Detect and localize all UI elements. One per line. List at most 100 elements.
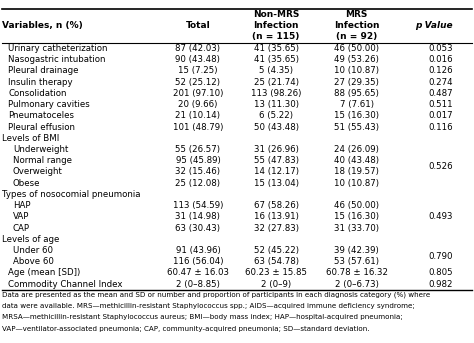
Text: 32 (15.46): 32 (15.46) [175, 167, 220, 176]
Text: Types of nosocomial pneumonia: Types of nosocomial pneumonia [2, 190, 141, 199]
Text: 31 (14.98): 31 (14.98) [175, 212, 220, 221]
Text: Pneumatoceles: Pneumatoceles [8, 111, 74, 120]
Text: 7 (7.61): 7 (7.61) [340, 100, 374, 109]
Text: 0.016: 0.016 [428, 55, 453, 64]
Text: 49 (53.26): 49 (53.26) [334, 55, 379, 64]
Text: Total: Total [185, 21, 210, 30]
Text: 52 (45.22): 52 (45.22) [254, 246, 299, 255]
Text: 2 (0–9): 2 (0–9) [261, 280, 291, 289]
Text: 0.805: 0.805 [428, 269, 453, 277]
Text: 95 (45.89): 95 (45.89) [175, 156, 220, 165]
Text: 88 (95.65): 88 (95.65) [334, 89, 379, 98]
Text: 113 (98.26): 113 (98.26) [251, 89, 301, 98]
Text: Age (mean [SD]): Age (mean [SD]) [8, 269, 80, 277]
Bar [396, 245, 457, 256]
Text: 41 (35.65): 41 (35.65) [254, 44, 299, 53]
Text: Non-MRS
Infection
(n = 115): Non-MRS Infection (n = 115) [253, 10, 300, 41]
Text: 0.487: 0.487 [428, 89, 453, 98]
Text: Levels of BMI: Levels of BMI [2, 134, 60, 143]
Text: 60.47 ± 16.03: 60.47 ± 16.03 [167, 269, 229, 277]
Text: 32 (27.83): 32 (27.83) [254, 224, 299, 233]
Text: Insulin therapy: Insulin therapy [8, 78, 73, 87]
Text: 15 (16.30): 15 (16.30) [334, 212, 379, 221]
Text: 116 (56.04): 116 (56.04) [173, 257, 223, 266]
Text: Pleural effusion: Pleural effusion [8, 122, 75, 132]
Text: 0.790: 0.790 [428, 252, 453, 261]
Text: 0.493: 0.493 [428, 212, 453, 221]
Text: Consolidation: Consolidation [8, 89, 66, 98]
Text: HAP: HAP [13, 201, 30, 210]
Text: 16 (13.91): 16 (13.91) [254, 212, 299, 221]
Text: Normal range: Normal range [13, 156, 72, 165]
Text: 90 (43.48): 90 (43.48) [175, 55, 220, 64]
Text: 25 (12.08): 25 (12.08) [175, 179, 220, 188]
Bar [396, 144, 457, 155]
Text: 31 (33.70): 31 (33.70) [334, 224, 379, 233]
Text: 31 (26.96): 31 (26.96) [254, 145, 299, 154]
Text: Overweight: Overweight [13, 167, 63, 176]
Text: Underweight: Underweight [13, 145, 68, 154]
Text: 13 (11.30): 13 (11.30) [254, 100, 299, 109]
Text: 25 (21.74): 25 (21.74) [254, 78, 299, 87]
Text: 0.116: 0.116 [428, 122, 453, 132]
Text: 60.78 ± 16.32: 60.78 ± 16.32 [326, 269, 388, 277]
Text: 55 (47.83): 55 (47.83) [254, 156, 299, 165]
Text: 101 (48.79): 101 (48.79) [173, 122, 223, 132]
Text: Commodity Channel Index: Commodity Channel Index [8, 280, 123, 289]
Text: 20 (9.66): 20 (9.66) [178, 100, 218, 109]
Text: 10 (10.87): 10 (10.87) [334, 67, 379, 75]
Bar [396, 256, 457, 268]
Text: VAP: VAP [13, 212, 29, 221]
Text: 2 (0–8.85): 2 (0–8.85) [176, 280, 220, 289]
Text: Obese: Obese [13, 179, 40, 188]
Text: 39 (42.39): 39 (42.39) [334, 246, 379, 255]
Text: 24 (26.09): 24 (26.09) [334, 145, 379, 154]
Text: 2 (0–6.73): 2 (0–6.73) [335, 280, 379, 289]
Text: 67 (58.26): 67 (58.26) [254, 201, 299, 210]
Text: 50 (43.48): 50 (43.48) [254, 122, 299, 132]
Text: 60.23 ± 15.85: 60.23 ± 15.85 [245, 269, 307, 277]
Text: Under 60: Under 60 [13, 246, 53, 255]
Text: 41 (35.65): 41 (35.65) [254, 55, 299, 64]
Text: 113 (54.59): 113 (54.59) [173, 201, 223, 210]
Text: Levels of age: Levels of age [2, 235, 60, 244]
Bar [396, 211, 457, 223]
Bar [396, 223, 457, 234]
Text: 63 (30.43): 63 (30.43) [175, 224, 220, 233]
Text: p Value: p Value [415, 21, 453, 30]
Text: 53 (57.61): 53 (57.61) [334, 257, 379, 266]
Bar [396, 200, 457, 211]
Text: data were available. MRS—methicillin-resistant Staphylococcus spp.; AIDS—acquire: data were available. MRS—methicillin-res… [2, 303, 415, 309]
Text: MRSA—methicillin-resistant Staphylococcus aureus; BMI—body mass index; HAP—hospi: MRSA—methicillin-resistant Staphylococcu… [2, 314, 403, 320]
Text: 55 (26.57): 55 (26.57) [175, 145, 220, 154]
Text: Above 60: Above 60 [13, 257, 54, 266]
Text: Nasogastric intubation: Nasogastric intubation [8, 55, 106, 64]
Text: 21 (10.14): 21 (10.14) [175, 111, 220, 120]
Text: 201 (97.10): 201 (97.10) [173, 89, 223, 98]
Text: 40 (43.48): 40 (43.48) [334, 156, 379, 165]
Text: CAP: CAP [13, 224, 30, 233]
Text: 0.982: 0.982 [428, 280, 453, 289]
Text: 15 (7.25): 15 (7.25) [178, 67, 218, 75]
Text: Data are presented as the mean and SD or number and proportion of participants i: Data are presented as the mean and SD or… [2, 292, 430, 298]
Text: 6 (5.22): 6 (5.22) [259, 111, 293, 120]
Text: Pleural drainage: Pleural drainage [8, 67, 79, 75]
Text: Variables, n (%): Variables, n (%) [2, 21, 83, 30]
Text: MRS
Infection
(n = 92): MRS Infection (n = 92) [334, 10, 379, 41]
Text: 51 (55.43): 51 (55.43) [334, 122, 379, 132]
Bar [396, 178, 457, 189]
Text: 63 (54.78): 63 (54.78) [254, 257, 299, 266]
Text: 15 (13.04): 15 (13.04) [254, 179, 299, 188]
Text: 46 (50.00): 46 (50.00) [334, 201, 379, 210]
Text: 87 (42.03): 87 (42.03) [175, 44, 220, 53]
Text: 0.511: 0.511 [428, 100, 453, 109]
Text: 91 (43.96): 91 (43.96) [175, 246, 220, 255]
Text: 5 (4.35): 5 (4.35) [259, 67, 293, 75]
Text: 46 (50.00): 46 (50.00) [334, 44, 379, 53]
Text: 0.274: 0.274 [428, 78, 453, 87]
Bar [396, 155, 457, 166]
Text: 0.526: 0.526 [428, 162, 453, 171]
Text: 15 (16.30): 15 (16.30) [334, 111, 379, 120]
Text: 10 (10.87): 10 (10.87) [334, 179, 379, 188]
Text: 0.017: 0.017 [428, 111, 453, 120]
